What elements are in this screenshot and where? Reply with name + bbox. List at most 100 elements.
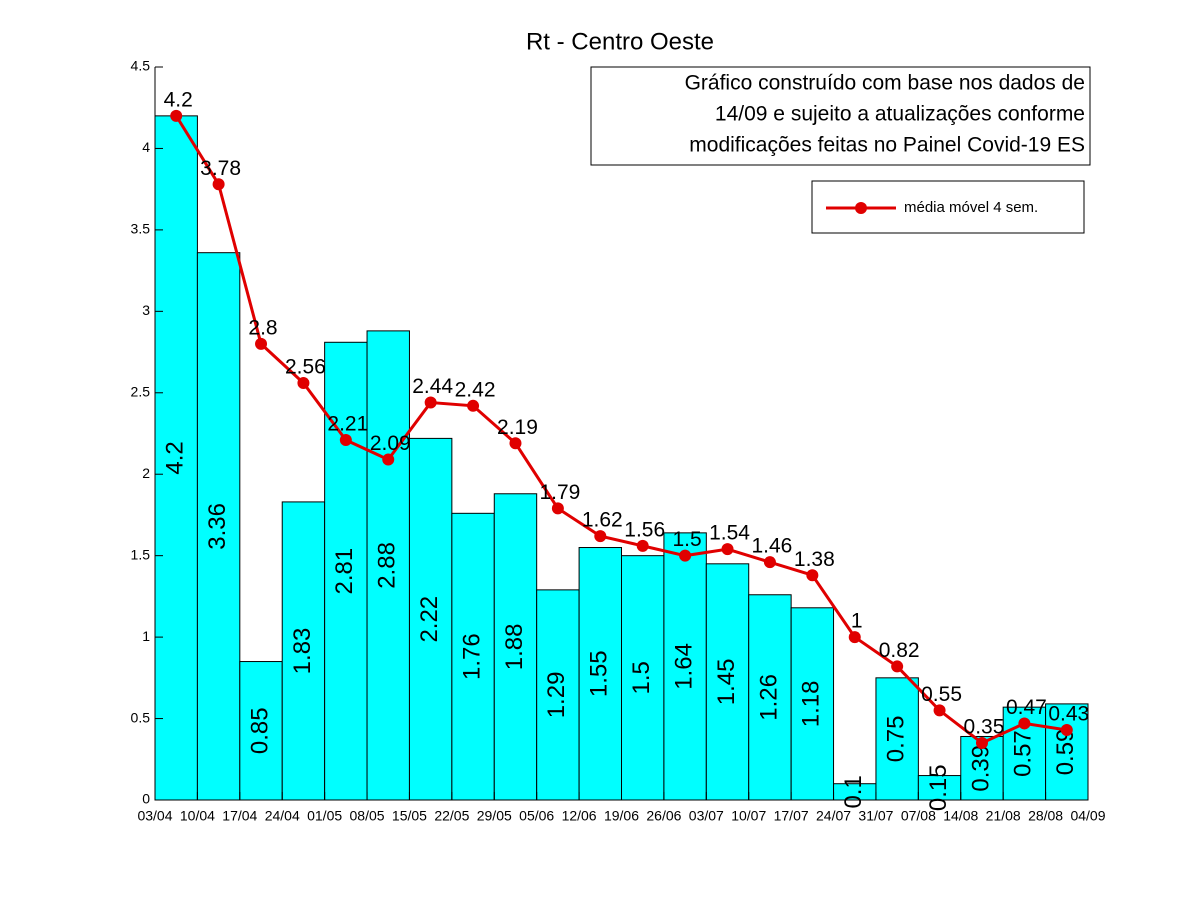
bar-value-label: 0.75 bbox=[883, 716, 910, 763]
line-value-label: 0.43 bbox=[1048, 703, 1089, 726]
line-marker bbox=[1060, 723, 1073, 736]
x-tick-label: 10/07 bbox=[731, 808, 766, 824]
bar-value-label: 1.18 bbox=[798, 681, 825, 728]
x-tick-label: 08/05 bbox=[350, 808, 385, 824]
y-tick-label: 1 bbox=[142, 628, 150, 644]
line-value-label: 1.46 bbox=[751, 535, 792, 558]
bar bbox=[748, 594, 792, 801]
line-value-label: 1.5 bbox=[673, 528, 702, 551]
bar-value-label: 0.85 bbox=[246, 707, 273, 754]
bar-value-label: 1.29 bbox=[543, 672, 570, 719]
bar bbox=[1045, 703, 1089, 801]
line-value-label: 2.56 bbox=[285, 356, 326, 379]
line-marker bbox=[679, 549, 692, 562]
line-marker bbox=[551, 502, 564, 515]
y-tick-label: 4 bbox=[142, 139, 150, 155]
x-tick-label: 01/05 bbox=[307, 808, 342, 824]
bar-value-label: 1.64 bbox=[670, 643, 697, 690]
x-tick-label: 24/07 bbox=[816, 808, 851, 824]
line-marker bbox=[382, 453, 395, 466]
bar bbox=[621, 555, 665, 801]
line-value-label: 2.09 bbox=[370, 432, 411, 455]
bar bbox=[705, 563, 750, 801]
y-tick-label: 2.5 bbox=[131, 383, 151, 399]
line-value-label: 2.21 bbox=[327, 413, 368, 436]
bar-value-label: 0.39 bbox=[967, 745, 994, 792]
x-tick-label: 15/05 bbox=[392, 808, 427, 824]
line-value-label: 4.2 bbox=[164, 88, 193, 111]
bar bbox=[917, 775, 962, 801]
line-marker bbox=[170, 109, 183, 122]
line-marker bbox=[975, 736, 988, 749]
line-value-label: 1.54 bbox=[709, 522, 750, 545]
x-tick-label: 12/06 bbox=[562, 808, 597, 824]
line-marker bbox=[1018, 717, 1031, 730]
x-tick-label: 03/04 bbox=[137, 808, 172, 824]
bar-value-label: 0.59 bbox=[1052, 729, 1079, 776]
x-tick-label: 17/04 bbox=[222, 808, 257, 824]
bar-value-label: 0.1 bbox=[840, 775, 867, 808]
bar-value-label: 2.88 bbox=[374, 542, 401, 589]
x-tick-label: 31/07 bbox=[858, 808, 893, 824]
bar-value-label: 1.5 bbox=[628, 661, 655, 694]
bar bbox=[493, 493, 538, 801]
bar-value-label: 1.45 bbox=[713, 659, 740, 706]
annotation-line: modificações feitas no Painel Covid-19 E… bbox=[689, 134, 1085, 157]
line-value-label: 2.44 bbox=[412, 375, 453, 398]
line-value-label: 1.38 bbox=[794, 548, 835, 571]
bar bbox=[663, 532, 707, 801]
x-tick-label: 28/08 bbox=[1028, 808, 1063, 824]
bar-value-label: 1.76 bbox=[458, 633, 485, 680]
x-tick-label: 05/06 bbox=[519, 808, 554, 824]
y-tick-label: 4.5 bbox=[131, 58, 151, 74]
bar-value-label: 4.2 bbox=[162, 441, 189, 474]
line-marker bbox=[297, 377, 310, 390]
line-value-label: 1 bbox=[851, 610, 863, 633]
x-tick-label: 03/07 bbox=[689, 808, 724, 824]
bar bbox=[451, 512, 495, 801]
y-tick-label: 0.5 bbox=[131, 709, 151, 725]
bar bbox=[790, 607, 835, 801]
bar-value-label: 2.81 bbox=[331, 548, 358, 595]
legend-marker bbox=[855, 202, 867, 214]
y-tick-label: 3 bbox=[142, 302, 150, 318]
line-marker bbox=[806, 569, 819, 582]
line-marker bbox=[594, 530, 607, 543]
line-value-label: 0.82 bbox=[879, 639, 920, 662]
line-marker bbox=[424, 396, 437, 409]
x-tick-label: 10/04 bbox=[180, 808, 215, 824]
bar bbox=[536, 589, 580, 801]
line-marker bbox=[891, 660, 904, 673]
annotation-line: Gráfico construído com base nos dados de bbox=[685, 72, 1085, 95]
x-tick-label: 17/07 bbox=[774, 808, 809, 824]
line-marker bbox=[212, 178, 225, 191]
line-marker bbox=[509, 437, 522, 450]
bar bbox=[196, 252, 241, 801]
annotation-box bbox=[590, 66, 1091, 166]
line-value-label: 3.78 bbox=[200, 157, 241, 180]
bar-value-label: 1.88 bbox=[501, 624, 528, 671]
x-tick-label: 21/08 bbox=[986, 808, 1021, 824]
line-value-label: 1.56 bbox=[624, 518, 665, 541]
line-marker bbox=[763, 556, 776, 569]
bar-value-label: 1.83 bbox=[289, 628, 316, 675]
line bbox=[174, 115, 1068, 745]
x-tick-label: 07/08 bbox=[901, 808, 936, 824]
line-value-label: 2.42 bbox=[455, 378, 496, 401]
line-value-label: 2.8 bbox=[248, 316, 277, 339]
line-value-label: 1.62 bbox=[582, 509, 623, 532]
bar bbox=[239, 661, 283, 801]
line-marker bbox=[721, 543, 734, 556]
bar-value-label: 1.55 bbox=[586, 650, 613, 697]
annotation-line: 14/09 e sujeito a atualizações conforme bbox=[715, 103, 1085, 126]
x-tick-label: 22/05 bbox=[434, 808, 469, 824]
line-value-label: 0.35 bbox=[964, 716, 1005, 739]
y-tick-label: 3.5 bbox=[131, 221, 151, 237]
line-value-label: 0.55 bbox=[921, 683, 962, 706]
y-tick-label: 0 bbox=[142, 791, 150, 807]
line-value-label: 2.19 bbox=[497, 416, 538, 439]
line-marker bbox=[848, 631, 861, 644]
line-value-label: 0.47 bbox=[1006, 696, 1047, 719]
x-tick-label: 29/05 bbox=[477, 808, 512, 824]
